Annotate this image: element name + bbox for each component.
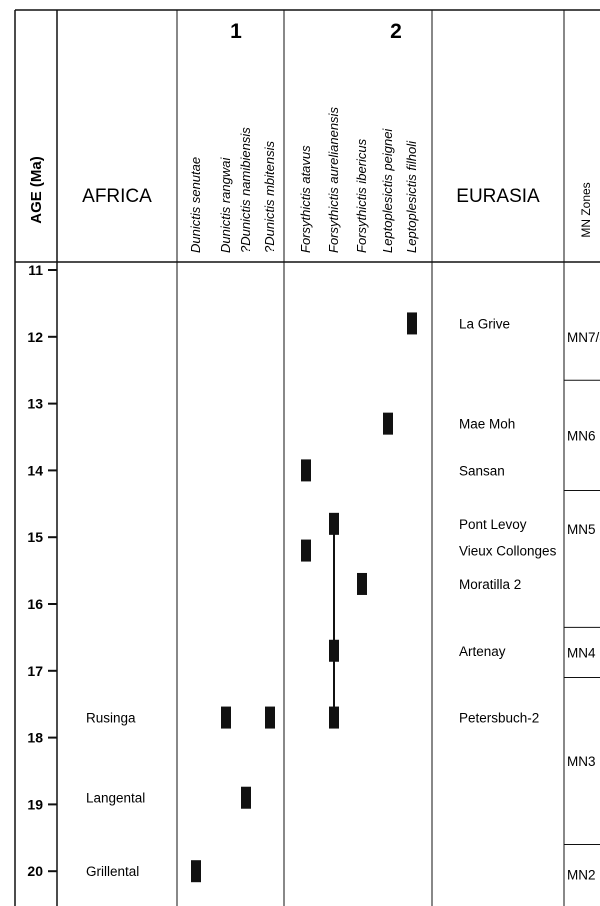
africa-locality: Rusinga xyxy=(86,711,136,726)
occurrence-marker xyxy=(301,539,311,562)
age-axis-ticks: 11 12 13 14 15 16 17 18 19 20 xyxy=(27,262,57,879)
eurasia-locality: Petersbuch-2 xyxy=(459,711,539,726)
occurrence-marker xyxy=(383,412,393,435)
eurasia-locality: Pont Levoy xyxy=(459,517,527,532)
taxon-label: Leptoplesictis peignei xyxy=(380,128,395,253)
mn-zone-label: MN6 xyxy=(567,428,596,443)
mn-zones: MN7/8 MN6 MN5 MN4 MN3 MN2 xyxy=(564,330,600,883)
mn-zone-label: MN4 xyxy=(567,645,596,660)
age-tick-label: 12 xyxy=(27,329,43,345)
africa-header: AFRICA xyxy=(82,186,152,207)
taxa-labels: Dunictis senutae Dunictis rangwai ?Dunicti… xyxy=(188,107,419,253)
eurasia-locality: La Grive xyxy=(459,316,510,331)
taxon-label: Forsythictis atavus xyxy=(298,145,313,253)
africa-localities: Rusinga Langental Grillental xyxy=(86,711,145,880)
group-1-label: 1 xyxy=(230,20,242,43)
occurrence-marker xyxy=(241,786,251,809)
occurrence-marker xyxy=(221,706,231,729)
taxon-label: Forsythictis aurelianensis xyxy=(326,107,341,253)
occurrence-marker xyxy=(357,572,367,595)
age-tick-label: 18 xyxy=(27,730,43,746)
age-axis-label: AGE (Ma) xyxy=(28,156,45,224)
africa-locality: Grillental xyxy=(86,864,139,879)
occurrence-marker xyxy=(265,706,275,729)
age-tick-label: 13 xyxy=(27,396,43,412)
occurrence-marker xyxy=(329,639,339,662)
occurrence-marker xyxy=(329,706,339,729)
age-tick-label: 20 xyxy=(27,863,43,879)
occurrence-marker xyxy=(329,512,339,535)
eurasia-header: EURASIA xyxy=(456,186,540,207)
taxon-label: ?Dunictis mbitensis xyxy=(262,141,277,253)
age-tick-label: 16 xyxy=(27,596,43,612)
eurasia-locality: Vieux Collonges xyxy=(459,544,557,559)
chart-frame xyxy=(14,9,600,906)
occurrence-marker xyxy=(301,459,311,482)
eurasia-locality: Sansan xyxy=(459,463,505,478)
africa-locality: Langental xyxy=(86,791,145,806)
taxon-label: ?Dunictis namibiensis xyxy=(238,127,253,253)
age-tick-label: 11 xyxy=(28,262,43,278)
taxon-label: Dunictis rangwai xyxy=(218,157,233,253)
eurasia-locality: Mae Moh xyxy=(459,417,515,432)
mn-zone-label: MN2 xyxy=(567,868,596,883)
taxon-label: Leptoplesictis filholi xyxy=(404,140,419,253)
mn-zone-label: MN3 xyxy=(567,754,596,769)
mn-zones-header: MN Zones xyxy=(579,182,593,237)
age-tick-label: 14 xyxy=(27,462,43,478)
mn-zone-label: MN5 xyxy=(567,522,596,537)
mn-zone-label: MN7/8 xyxy=(567,330,600,345)
eurasia-localities: La Grive Mae Moh Sansan Pont Levoy Vieux Col… xyxy=(459,316,557,725)
eurasia-locality: Artenay xyxy=(459,644,506,659)
age-tick-label: 19 xyxy=(27,796,43,812)
occurrence-marker xyxy=(407,312,417,335)
taxon-label: Dunictis senutae xyxy=(188,157,203,253)
eurasia-locality: Moratilla 2 xyxy=(459,577,521,592)
taxon-occurrences xyxy=(191,312,417,883)
age-tick-label: 15 xyxy=(27,529,43,545)
age-tick-label: 17 xyxy=(27,663,43,679)
taxon-label: Forsythictis ibericus xyxy=(354,138,369,253)
occurrence-marker xyxy=(191,860,201,883)
group-2-label: 2 xyxy=(390,20,402,43)
